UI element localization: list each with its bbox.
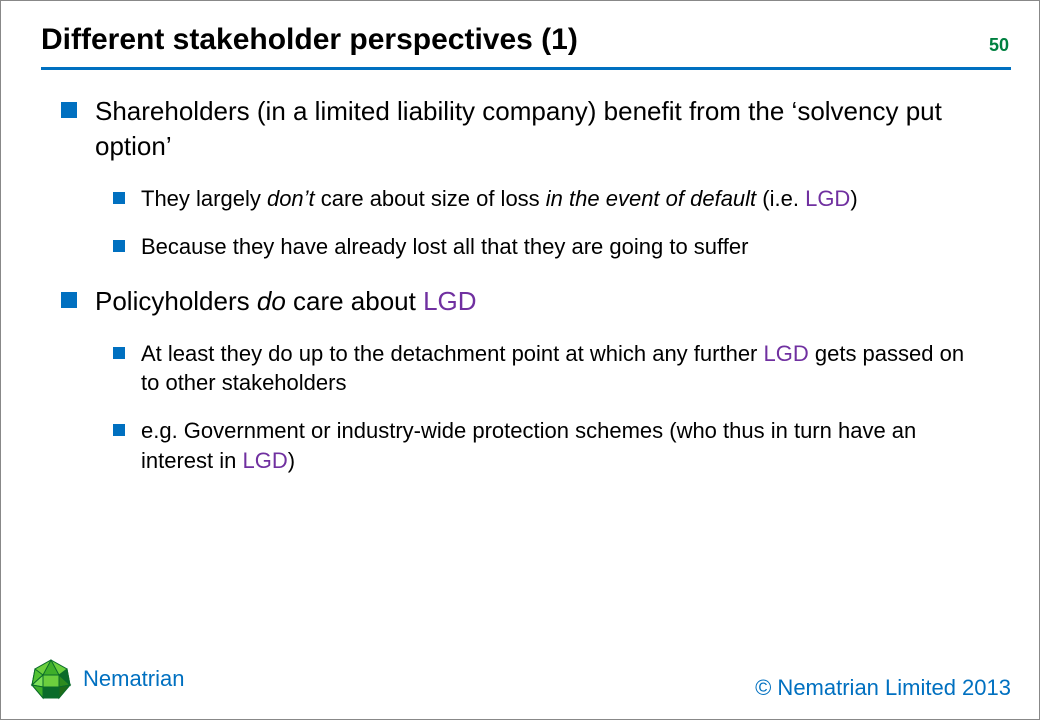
bullet-level1: Shareholders (in a limited liability com…	[61, 94, 979, 262]
text-segment: )	[288, 448, 295, 473]
footer-left: Nematrian	[29, 657, 184, 701]
bullet-level2: Because they have already lost all that …	[113, 232, 979, 262]
header-area: Different stakeholder perspectives (1) 5…	[1, 1, 1039, 67]
text-segment: don’t	[267, 186, 315, 211]
bullet-level2: e.g. Government or industry-wide protect…	[113, 416, 979, 475]
slide-number: 50	[989, 35, 1009, 56]
text-segment: care about	[286, 286, 423, 316]
bullet-list-level2: They largely don’t care about size of lo…	[113, 184, 979, 261]
brand-logo-icon	[29, 657, 73, 701]
text-segment: )	[850, 186, 857, 211]
text-segment: in the event of default	[546, 186, 756, 211]
text-segment: Shareholders (in a limited liability com…	[95, 96, 942, 161]
text-segment: At least they do up to the detachment po…	[141, 341, 764, 366]
text-segment: LGD	[805, 186, 850, 211]
slide-title: Different stakeholder perspectives (1)	[41, 23, 999, 67]
text-segment: LGD	[423, 286, 476, 316]
slide: Different stakeholder perspectives (1) 5…	[0, 0, 1040, 720]
footer: Nematrian © Nematrian Limited 2013	[29, 657, 1011, 701]
copyright-text: © Nematrian Limited 2013	[755, 675, 1011, 701]
text-segment: (i.e.	[756, 186, 805, 211]
bullet-list-level1: Shareholders (in a limited liability com…	[61, 94, 979, 475]
brand-name: Nematrian	[83, 666, 184, 692]
bullet-level2: They largely don’t care about size of lo…	[113, 184, 979, 214]
text-segment: LGD	[243, 448, 288, 473]
bullet-level1: Policyholders do care about LGDAt least …	[61, 284, 979, 476]
text-segment: LGD	[764, 341, 809, 366]
bullet-list-level2: At least they do up to the detachment po…	[113, 339, 979, 476]
text-segment: Because they have already lost all that …	[141, 234, 748, 259]
text-segment: They largely	[141, 186, 267, 211]
text-segment: do	[257, 286, 286, 316]
text-segment: care about size of loss	[315, 186, 546, 211]
bullet-level2: At least they do up to the detachment po…	[113, 339, 979, 398]
text-segment: Policyholders	[95, 286, 257, 316]
slide-content: Shareholders (in a limited liability com…	[1, 70, 1039, 475]
